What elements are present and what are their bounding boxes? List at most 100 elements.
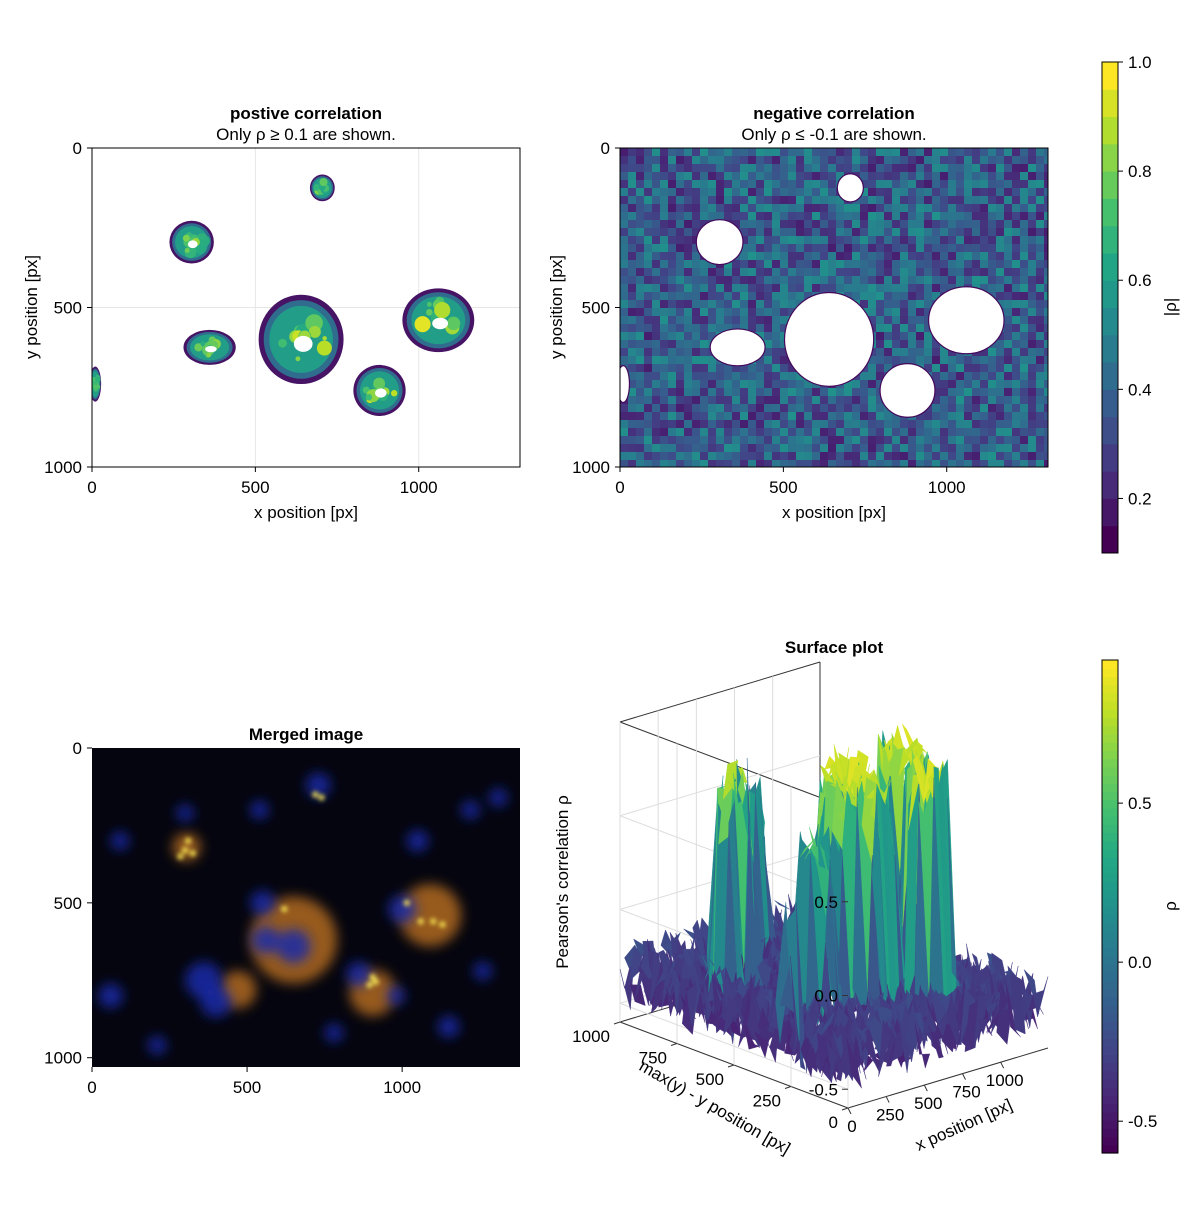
negative-cell [652, 452, 661, 461]
negative-cell [796, 404, 805, 413]
rho-colorbar-step [1102, 964, 1118, 973]
negative-cell [852, 284, 861, 293]
negative-cell [1020, 148, 1029, 157]
negative-cell [1020, 188, 1029, 197]
negative-cell [1028, 212, 1037, 221]
negative-cell [852, 260, 861, 269]
negative-cell [652, 292, 661, 301]
negative-cell [1036, 348, 1045, 357]
negative-cell [1036, 340, 1045, 349]
negative-cell [884, 228, 893, 237]
negative-cell [740, 156, 749, 165]
negative-cell [740, 420, 749, 429]
negative-cell [676, 460, 685, 467]
negative-cell [628, 204, 637, 213]
negative-cell [772, 188, 781, 197]
negative-cell [892, 444, 901, 453]
negative-cell [644, 316, 653, 325]
negative-cell [676, 284, 685, 293]
positive-correlation-blob [309, 174, 335, 202]
surface-grid-line [619, 755, 821, 817]
negative-cell [668, 340, 677, 349]
negative-cell [724, 412, 733, 421]
negative-cell [820, 436, 829, 445]
negative-cell [836, 172, 845, 181]
negative-cell [700, 372, 709, 381]
negative-cell [740, 372, 749, 381]
negative-cell [868, 428, 877, 437]
negative-cell [652, 268, 661, 277]
negative-cell [860, 212, 869, 221]
negative-cell [788, 164, 797, 173]
negative-cell [756, 420, 765, 429]
negative-cell [1036, 236, 1045, 245]
negative-cell [764, 356, 773, 365]
negative-cell [684, 396, 693, 405]
surface-x-tick-label: 500 [914, 1094, 942, 1113]
negative-cell [1020, 428, 1029, 437]
negative-cell [684, 164, 693, 173]
negative-cell [748, 172, 757, 181]
negative-cell [732, 260, 741, 269]
negative-cell [780, 420, 789, 429]
negative-cell [652, 164, 661, 173]
negative-cell [1044, 276, 1048, 285]
negative-cell [764, 388, 773, 397]
negative-cell [964, 244, 973, 253]
negative-cell [828, 388, 837, 397]
negative-cell [940, 444, 949, 453]
negative-cell [804, 180, 813, 189]
negative-cell [700, 412, 709, 421]
negative-cell [1004, 180, 1013, 189]
negative-cell [700, 428, 709, 437]
negative-cell [788, 420, 797, 429]
negative-cell [676, 420, 685, 429]
negative-cell [692, 372, 701, 381]
negative-cell [828, 412, 837, 421]
negative-cell [636, 164, 645, 173]
negative-cell [860, 220, 869, 229]
negative-cell [1028, 196, 1037, 205]
negative-cell [628, 284, 637, 293]
negative-cell [860, 388, 869, 397]
negative-cell [828, 436, 837, 445]
negative-cell [780, 276, 789, 285]
negative-cell [668, 268, 677, 277]
negative-cell [996, 436, 1005, 445]
negative-cell [924, 220, 933, 229]
negative-cell [780, 324, 789, 333]
negative-cell [652, 436, 661, 445]
negative-cell [1036, 308, 1045, 317]
negative-cell [748, 396, 757, 405]
negative-cell [996, 164, 1005, 173]
abs-rho-colorbar-level [1102, 252, 1118, 281]
negative-cell [636, 300, 645, 309]
negative-cell [996, 220, 1005, 229]
negative-cell [1012, 148, 1021, 157]
negative-cell [908, 180, 917, 189]
negative-cell [820, 180, 829, 189]
negative-cell [724, 396, 733, 405]
negative-cell [972, 388, 981, 397]
negative-cell [884, 460, 893, 467]
negative-cell [892, 244, 901, 253]
negative-cell [972, 436, 981, 445]
negative-cell [940, 260, 949, 269]
negative-cell [644, 252, 653, 261]
negative-cell [940, 420, 949, 429]
negative-cell [780, 156, 789, 165]
negative-cell [876, 228, 885, 237]
negative-cell [684, 212, 693, 221]
rho-colorbar-step [1102, 873, 1118, 883]
negative-cell [964, 164, 973, 173]
negative-cell [628, 460, 637, 467]
negative-cell [932, 460, 941, 467]
negative-cell [684, 452, 693, 461]
negative-cell [988, 164, 997, 173]
negative-cell [860, 460, 869, 467]
negative-cell [644, 348, 653, 357]
negative-cell [740, 284, 749, 293]
negative-cell [796, 276, 805, 285]
negative-cell [692, 316, 701, 325]
negative-cell [860, 372, 869, 381]
